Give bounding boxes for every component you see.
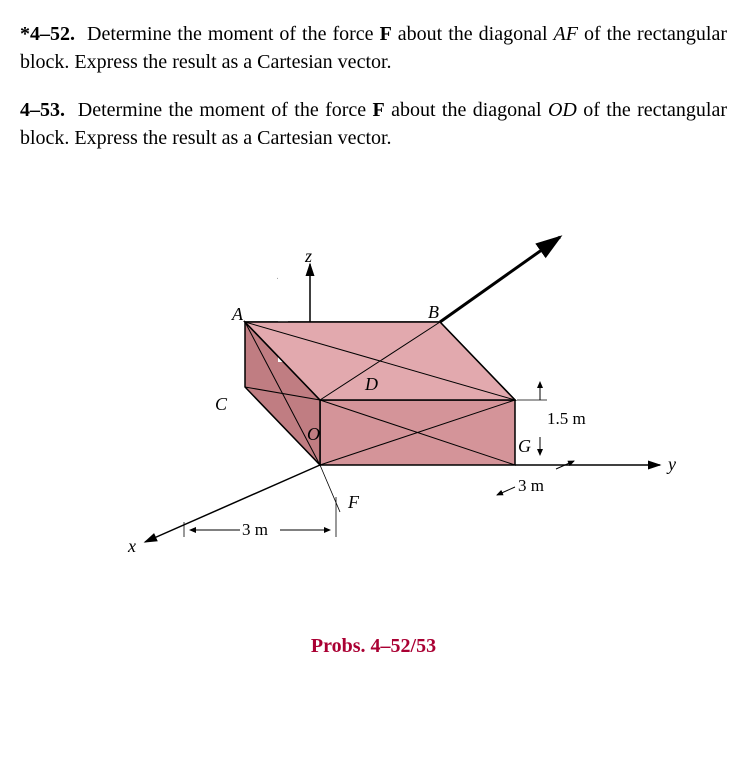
text: about the diagonal — [392, 23, 554, 45]
problem-4-53: 4–53. Determine the moment of the force … — [20, 96, 727, 152]
problem-number: 4–53. — [20, 99, 65, 121]
text: Determine the moment of the force — [78, 99, 373, 121]
point-O: O — [307, 422, 320, 447]
force-letter: F — [380, 23, 392, 45]
point-B: B — [428, 300, 439, 325]
text: about the diagonal — [385, 99, 548, 121]
problem-number: *4–52. — [20, 23, 75, 45]
x-axis: x — [128, 534, 136, 559]
block-diagram — [20, 182, 720, 622]
figure-caption: Probs. 4–52/53 — [20, 632, 727, 660]
point-F: F — [348, 490, 359, 515]
point-D: D — [365, 372, 378, 397]
y-axis: y — [668, 452, 676, 477]
dim-height: 1.5 m — [547, 407, 586, 431]
text: Determine the moment of the force — [87, 23, 380, 45]
figure: F = {−6i + 3j + 10k} N — [20, 182, 720, 622]
problem-4-52: *4–52. Determine the moment of the force… — [20, 20, 727, 76]
diagonal: OD — [548, 99, 577, 121]
z-axis: z — [305, 244, 312, 269]
point-C: C — [215, 392, 227, 417]
diagonal: AF — [554, 23, 578, 45]
dim-width: 3 m — [242, 518, 268, 542]
dim-depth: 3 m — [518, 474, 544, 498]
force-letter: F — [373, 99, 385, 121]
point-A: A — [232, 302, 243, 327]
point-G: G — [518, 434, 531, 459]
